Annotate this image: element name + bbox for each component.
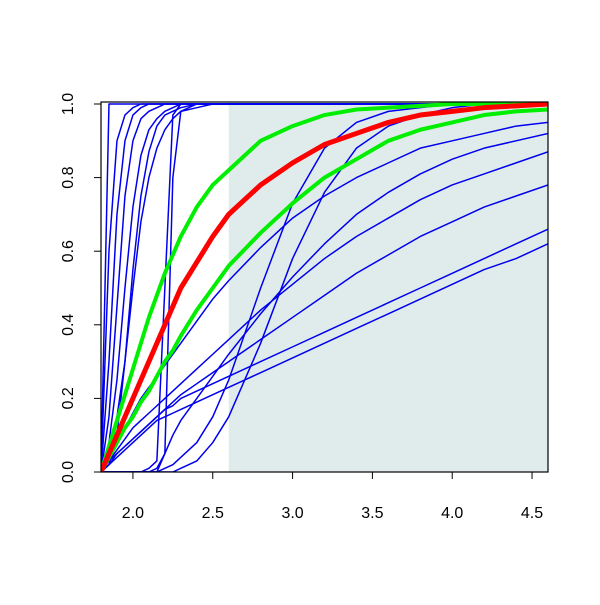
x-tick-label: 4.0 [441, 505, 463, 522]
axes: 2.0 2.5 3.0 3.5 4.0 4.5 0.0 0.2 0.4 0.6 0.8 1.0 [60, 93, 543, 522]
y-tick-label: 0.4 [60, 314, 77, 336]
x-tick-label: 3.0 [281, 505, 303, 522]
curve [101, 102, 548, 472]
y-tick-label: 0.0 [60, 461, 77, 483]
x-tick-label: 2.5 [202, 505, 224, 522]
x-tick-label: 3.5 [361, 505, 383, 522]
x-tick-label: 4.5 [521, 505, 543, 522]
y-tick-label: 1.0 [60, 93, 77, 115]
shaded-region [228, 102, 548, 472]
x-tick-label: 2.0 [122, 505, 144, 522]
plot-frame [100, 101, 549, 473]
curve [101, 107, 548, 472]
y-tick-label: 0.2 [60, 387, 77, 409]
y-tick-label: 0.6 [60, 240, 77, 262]
curve [101, 228, 548, 472]
curve [101, 151, 548, 472]
y-tick-label: 0.8 [60, 166, 77, 188]
curve [101, 243, 548, 472]
curve [101, 102, 548, 472]
plot-area [101, 102, 548, 472]
